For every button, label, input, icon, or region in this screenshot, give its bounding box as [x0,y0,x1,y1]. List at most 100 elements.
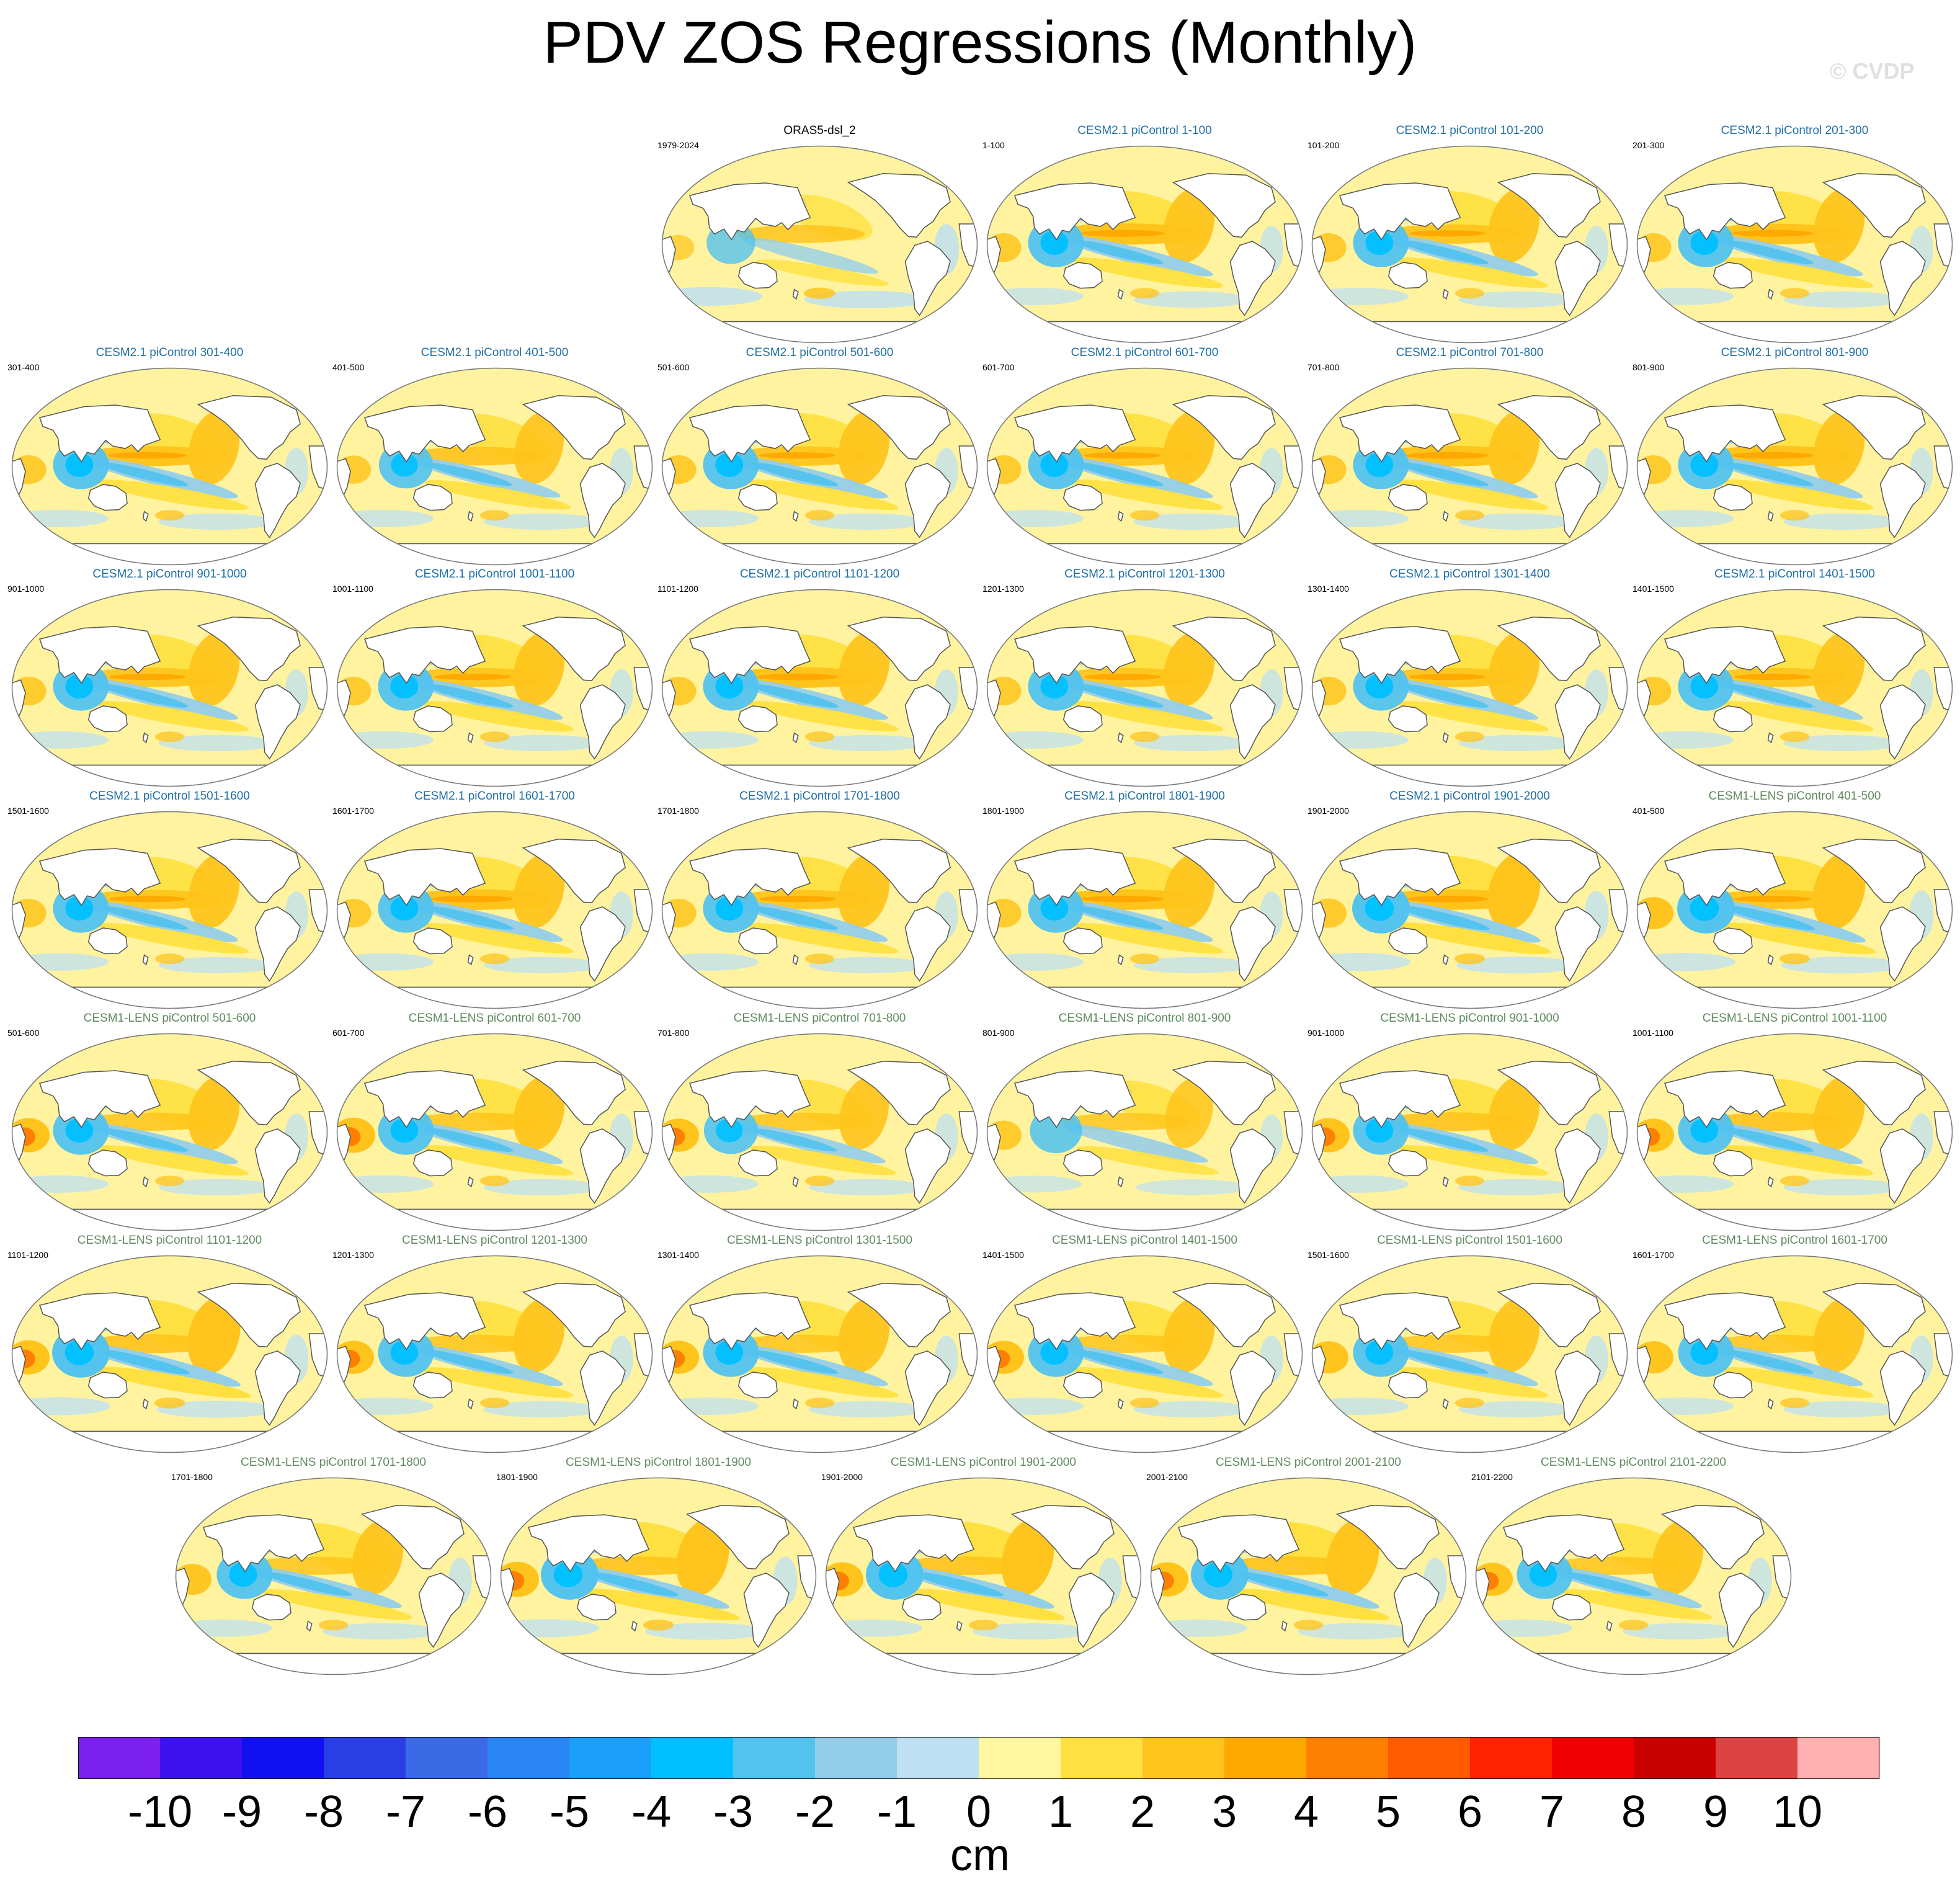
sp-orange-band [749,1145,896,1175]
land-south-america [418,1572,465,1648]
land-australia [251,1594,292,1621]
sp-orange-band [97,1145,249,1176]
land-north-america [522,838,626,904]
land-australia [412,927,453,955]
land-australia [737,1372,778,1399]
ne-pacific-coast-orange [1487,852,1541,930]
sp-blue-mid [1725,240,1814,264]
sp-orange-band [1072,1367,1224,1398]
land-new-zealand [142,1398,149,1410]
maritime-blue-core [1040,1340,1069,1365]
sp-orange-band [1072,923,1224,954]
south-ocean-blue-east [808,1401,926,1418]
south-ocean-blue-east [804,290,930,309]
map-panel: CESM1-LENS piControl 1601-1700 1601-1700 [1633,1234,1957,1456]
south-ocean-orange-blob [1129,288,1160,299]
panel-title: CESM2.1 piControl 1001-1100 [414,568,575,581]
south-ocean-orange-blob [1293,1620,1324,1631]
equ-core [759,896,836,903]
land-new-zealand [1117,954,1124,966]
sp-orange-band [1397,257,1549,288]
land-australia [1713,1372,1753,1399]
colorbar-tick-label: 5 [1375,1787,1401,1837]
sp-blue-mid [750,906,839,930]
sp-orange-band [1722,1145,1874,1176]
sp-blue-mid [100,1128,189,1152]
south-ocean-blue-west [1637,731,1734,749]
land-south-america [1229,241,1276,316]
maritime-blue-core [1365,452,1394,478]
ne-pacific-coast-orange [513,1298,565,1373]
south-ocean-blue-east [483,734,601,752]
south-ocean-blue-west [337,1175,434,1193]
land-north-america [847,838,951,904]
land-asia [1664,182,1786,241]
land-new-zealand [1117,732,1124,744]
equ-core [434,674,511,680]
south-ocean-blue-west [12,1175,109,1193]
equ-core [1734,896,1811,903]
colorbar-tick-label: -1 [876,1787,917,1837]
land-new-zealand [1117,288,1124,300]
land-north-america [197,1282,301,1348]
land-asia [1013,626,1136,684]
land-asia [1339,404,1461,463]
map-panel: CESM2.1 piControl 1201-1300 1201-1300 [982,568,1307,790]
map-plot [1636,367,1953,566]
south-ocean-blue-west [662,731,759,749]
land-antarctica [662,321,978,343]
colorbar-cell [569,1737,652,1779]
land-new-zealand [1606,1620,1613,1632]
south-ocean-blue-east [1133,513,1251,530]
land-north-america [197,1060,301,1126]
equ-core [1406,452,1489,459]
maritime-blue-core [390,896,419,921]
land-asia [688,182,811,241]
ne-pacific-coast-orange [1163,631,1215,707]
colorbar-tick-label: -8 [303,1787,344,1837]
colorbar-tick-label: -9 [221,1787,262,1837]
map-plot [661,1255,978,1453]
ne-pacific-coast-orange [1488,631,1540,707]
sp-orange-band [747,1367,899,1398]
land-north-america [847,172,951,238]
map-panel: CESM1-LENS piControl 1501-1600 1501-1600 [1307,1234,1632,1456]
land-antarctica [826,1653,1141,1675]
map-plot [1636,589,1953,787]
land-south-america [254,1350,301,1426]
south-ocean-blue-west [1312,1175,1409,1193]
ne-pacific-coast-orange [1163,410,1215,485]
map-panel: CESM2.1 piControl 701-800 701-800 [1307,346,1632,568]
land-south-america [1393,1572,1440,1648]
land-antarctica [176,1653,491,1675]
south-ocean-orange-blob [1454,1175,1485,1187]
map-panel: CESM1-LENS piControl 1401-1500 1401-1500 [982,1234,1307,1456]
ne-pacific-coast-orange [514,411,564,484]
land-antarctica [12,1208,327,1231]
south-ocean-blue-east [1783,291,1901,308]
south-ocean-blue-west [987,953,1084,971]
map-plot [1311,589,1628,787]
map-outline [1150,1477,1467,1675]
map-outline [1311,1033,1628,1231]
map-outline [1636,145,1953,344]
panel-title: CESM2.1 piControl 1501-1600 [89,790,250,803]
panel-title: ORAS5-dsl_2 [783,124,856,137]
colorbar-tick-label: -7 [385,1787,426,1837]
panel-period: 601-700 [332,1028,365,1038]
sp-orange-band [94,1367,251,1399]
ne-pacific-coast-orange [838,1298,890,1373]
map-plot [986,145,1303,344]
south-ocean-orange-blob [154,731,185,743]
colorbar-tick-label: 7 [1539,1787,1565,1837]
sp-orange-band [747,701,899,732]
map-plot [1311,1033,1628,1231]
south-ocean-orange-blob [1780,1398,1810,1409]
panel-title: CESM1-LENS piControl 1101-1200 [77,1234,262,1247]
map-panel: CESM1-LENS piControl 601-700 601-700 [332,1012,657,1234]
south-ocean-blue-west [12,953,109,971]
south-ocean-blue-west [1312,287,1409,305]
map-plot [336,1255,653,1453]
panel-title: CESM1-LENS piControl 1901-2000 [891,1456,1076,1469]
sp-blue-mid [1400,240,1489,264]
